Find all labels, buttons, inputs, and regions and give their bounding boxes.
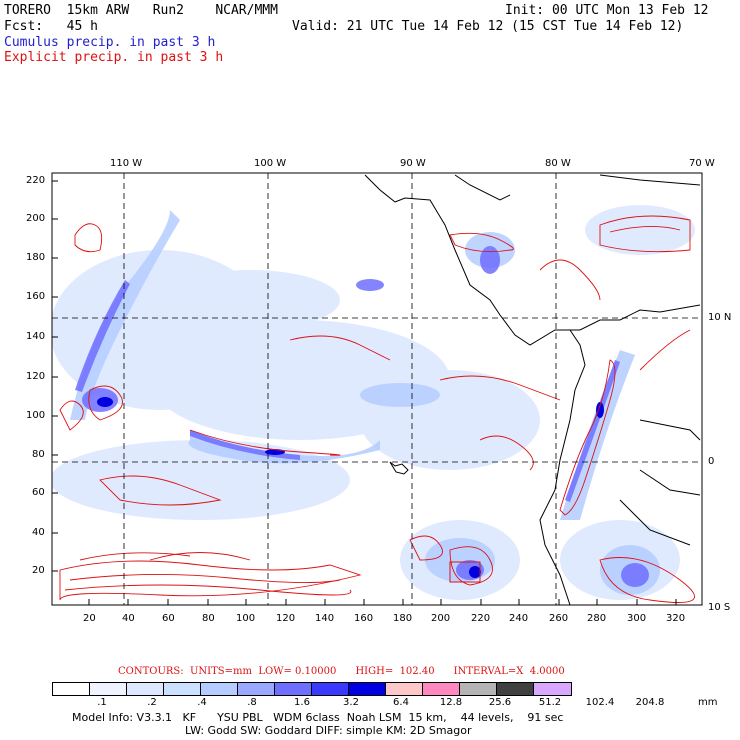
- contour-info: CONTOURS: UNITS=mm LOW= 0.10000 HIGH= 10…: [118, 666, 565, 677]
- lon-label-80w: 80 W: [545, 158, 571, 169]
- model-info: Model Info: V3.3.1 KF YSU PBL WDM 6class…: [72, 711, 563, 737]
- scale-level-label: 25.6: [488, 697, 512, 708]
- x-tick-label: 140: [315, 613, 335, 624]
- scale-level-label: .2: [147, 697, 157, 708]
- map-frame: [51, 172, 703, 606]
- y-tick-label: 140: [26, 331, 46, 342]
- x-tick-label: 80: [202, 613, 215, 624]
- color-swatch: [164, 683, 201, 695]
- x-tick-label: 60: [162, 613, 175, 624]
- y-tick-label: 40: [32, 527, 45, 538]
- model-info-line1: Model Info: V3.3.1 KF YSU PBL WDM 6class…: [72, 711, 564, 724]
- y-tick-label: 200: [26, 213, 46, 224]
- color-swatch: [460, 683, 497, 695]
- x-tick-label: 200: [431, 613, 451, 624]
- map-canvas: [51, 172, 703, 606]
- lat-label-10n: 10 N: [708, 312, 732, 323]
- x-tick-label: 220: [471, 613, 491, 624]
- header-title: TORERO 15km ARW Run2 NCAR/MMM: [4, 3, 278, 18]
- color-swatch: [238, 683, 275, 695]
- lon-label-70w: 70 W: [689, 158, 715, 169]
- scale-level-label: 3.2: [343, 697, 359, 708]
- color-scale-bar: [52, 682, 572, 696]
- x-tick-label: 180: [393, 613, 413, 624]
- color-swatch: [534, 683, 571, 695]
- lat-lon-grid: [52, 173, 702, 605]
- color-swatch: [90, 683, 127, 695]
- model-info-line2: LW: Godd SW: Goddard DIFF: simple KM: 2D…: [185, 724, 472, 737]
- x-tick-label: 260: [549, 613, 569, 624]
- legend-explicit-label: Explicit precip. in past 3 h: [4, 50, 224, 65]
- x-tick-label: 100: [236, 613, 256, 624]
- x-tick-label: 300: [627, 613, 647, 624]
- color-scale-labels: .1 .2 .4 .8 1.6 3.2 6.4 12.8 25.6 51.2 1…: [52, 697, 712, 709]
- color-swatch: [349, 683, 386, 695]
- header-valid-time: Valid: 21 UTC Tue 14 Feb 12 (15 CST Tue …: [292, 19, 684, 34]
- precip-map: 110 W 100 W 90 W 80 W 70 W 10 N 0 10 S 2…: [0, 150, 740, 650]
- color-swatch: [127, 683, 164, 695]
- header-init-time: Init: 00 UTC Mon 13 Feb 12: [505, 3, 709, 18]
- lon-label-110w: 110 W: [110, 158, 143, 169]
- scale-level-label: 102.4: [585, 697, 615, 708]
- lat-label-10s: 10 S: [708, 602, 731, 613]
- scale-level-label: .8: [247, 697, 257, 708]
- x-tick-label: 280: [587, 613, 607, 624]
- y-tick-label: 180: [26, 252, 46, 263]
- x-tick-label: 120: [276, 613, 296, 624]
- x-tick-label: 40: [122, 613, 135, 624]
- scale-level-label: 6.4: [393, 697, 409, 708]
- y-tick-label: 160: [26, 291, 46, 302]
- x-tick-label: 160: [354, 613, 374, 624]
- scale-level-label: 51.2: [538, 697, 562, 708]
- axis-ticks: [52, 180, 677, 605]
- scale-level-label: 12.8: [439, 697, 463, 708]
- y-tick-label: 60: [32, 487, 45, 498]
- scale-level-label: .1: [97, 697, 107, 708]
- y-tick-label: 20: [32, 565, 45, 576]
- y-tick-label: 220: [26, 175, 46, 186]
- x-tick-label: 320: [666, 613, 686, 624]
- legend-cumulus-label: Cumulus precip. in past 3 h: [4, 35, 216, 50]
- color-swatch: [423, 683, 460, 695]
- x-tick-label: 20: [83, 613, 96, 624]
- color-swatch: [53, 683, 90, 695]
- lon-label-90w: 90 W: [400, 158, 426, 169]
- precip-fields: [52, 174, 701, 605]
- color-swatch: [312, 683, 349, 695]
- y-tick-label: 100: [26, 410, 46, 421]
- lon-label-100w: 100 W: [254, 158, 287, 169]
- scale-units: mm: [698, 697, 718, 708]
- x-tick-label: 240: [509, 613, 529, 624]
- color-swatch: [386, 683, 423, 695]
- y-tick-label: 120: [26, 371, 46, 382]
- y-tick-label: 80: [32, 449, 45, 460]
- color-swatch: [201, 683, 238, 695]
- scale-level-label: .4: [197, 697, 207, 708]
- color-swatch: [497, 683, 534, 695]
- scale-level-label: 204.8: [635, 697, 665, 708]
- scale-level-label: 1.6: [294, 697, 310, 708]
- color-swatch: [275, 683, 312, 695]
- lat-label-0: 0: [708, 456, 715, 467]
- header-forecast-hour: Fcst: 45 h: [4, 19, 98, 34]
